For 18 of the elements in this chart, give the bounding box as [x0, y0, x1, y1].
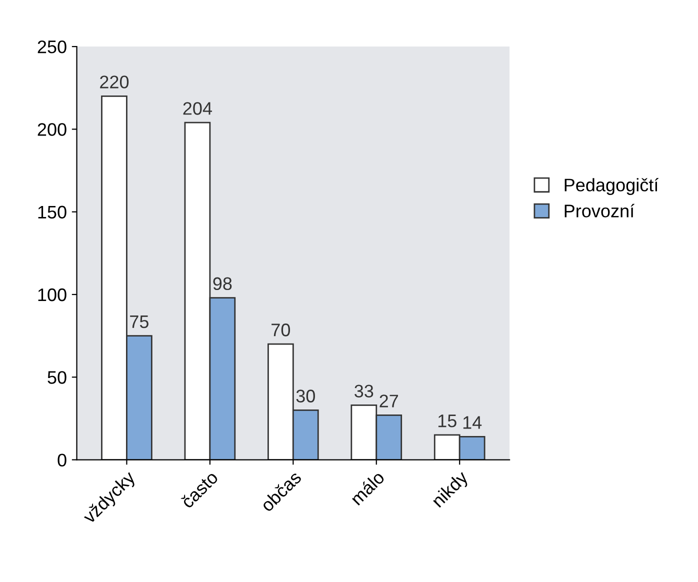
legend-label: Provozní — [564, 204, 635, 218]
data-label: 220 — [100, 76, 129, 88]
y-tick-label: 50 — [48, 371, 66, 384]
data-label: 27 — [380, 394, 398, 408]
data-label: 14 — [463, 416, 482, 429]
y-tick-label: 250 — [38, 40, 66, 54]
legend-label: Pedagogičtí — [564, 178, 659, 195]
y-tick-label: 200 — [38, 123, 66, 136]
data-label: 70 — [272, 324, 290, 336]
y-tick-label: 0 — [58, 454, 66, 466]
data-label: 75 — [130, 315, 148, 328]
data-label: 30 — [296, 390, 315, 402]
y-tick-label: 100 — [38, 288, 66, 302]
data-label: 98 — [213, 277, 232, 290]
data-label: 204 — [183, 102, 212, 115]
data-label: 15 — [438, 414, 456, 428]
data-label: 33 — [354, 384, 374, 398]
y-tick-label: 150 — [38, 206, 66, 219]
